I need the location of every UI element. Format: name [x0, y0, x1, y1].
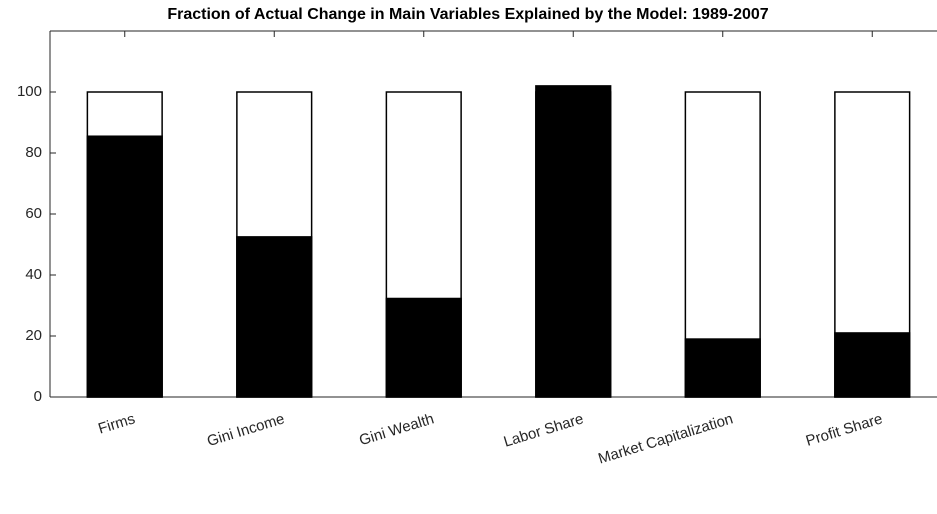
- y-tick-label: 60: [25, 205, 42, 222]
- bar: [236, 236, 313, 398]
- y-tick-label: 20: [25, 327, 42, 344]
- bar: [385, 297, 462, 398]
- x-tick-label: Gini Wealth: [357, 410, 436, 449]
- bar: [86, 135, 163, 398]
- bar: [535, 85, 612, 398]
- x-tick-label: Gini Income: [205, 410, 287, 450]
- x-tick-label: Firms: [96, 410, 137, 437]
- x-tick-label: Profit Share: [804, 410, 885, 449]
- y-tick-label: 40: [25, 266, 42, 283]
- y-tick-label: 0: [34, 388, 42, 405]
- y-tick-label: 80: [25, 144, 42, 161]
- x-tick-label: Labor Share: [502, 410, 586, 450]
- chart-title: Fraction of Actual Change in Main Variab…: [167, 6, 768, 23]
- y-tick-label: 100: [17, 83, 42, 100]
- bar: [684, 338, 761, 398]
- bar: [834, 332, 911, 398]
- x-tick-label: Market Capitalization: [596, 410, 735, 467]
